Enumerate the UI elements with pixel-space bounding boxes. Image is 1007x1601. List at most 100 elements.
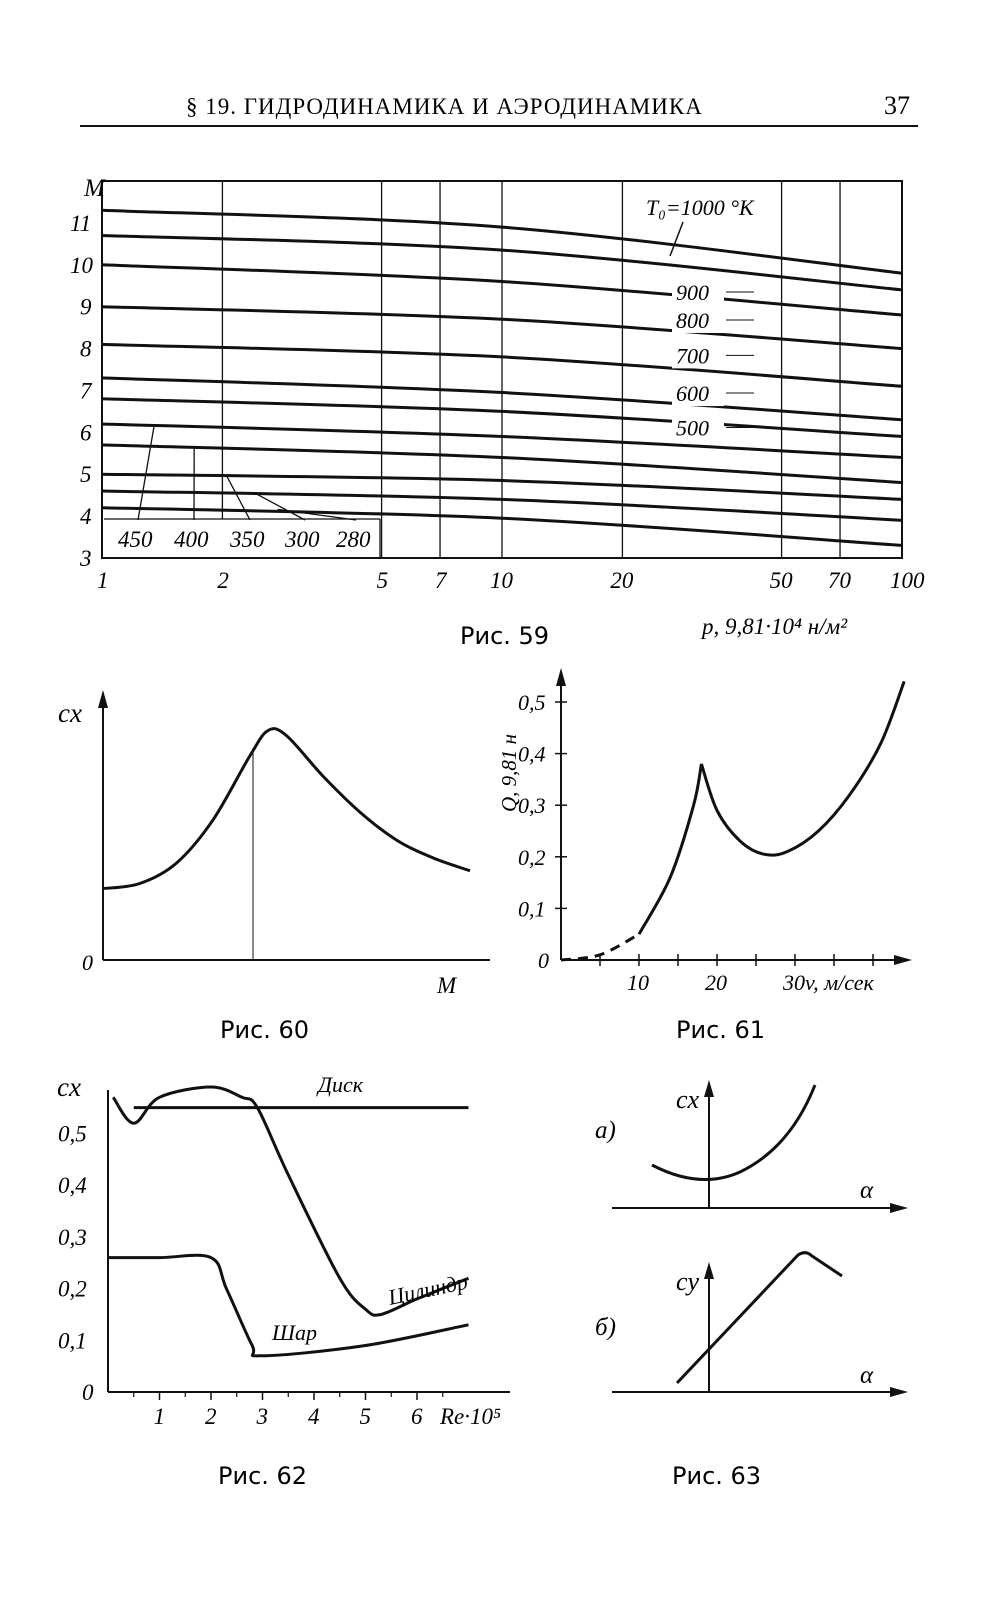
- fig59-y-tick-label: 11: [70, 211, 91, 236]
- fig59-series-line: [101, 443, 903, 485]
- fig63a-y-axis-label: cx: [676, 1085, 700, 1114]
- figure-63: а) cx α б) cy α Рис. 63: [595, 1080, 908, 1490]
- fig59-isotherm-label: 350: [229, 527, 265, 552]
- fig59-y-tick-label: 5: [80, 462, 92, 487]
- figure-60: cx 0 M Рис. 60: [58, 690, 490, 1044]
- fig61-y-tick-label: 0,4: [518, 742, 546, 767]
- figure-61: 10 20 30 0 0,1 0,2 0,3 0,4 0,5 Q, 9,81 н v, м/се…: [497, 668, 912, 1044]
- fig61-x-arrow: [894, 955, 912, 965]
- fig59-series-line: [101, 263, 903, 317]
- fig59-bottom-label-box: [104, 519, 380, 557]
- fig63-panel-b-label: б): [595, 1314, 616, 1341]
- fig59-x-tick-label: 1: [97, 568, 109, 593]
- fig62-disk-label: Диск: [316, 1072, 364, 1097]
- fig62-x-tick-label: 6: [411, 1404, 423, 1429]
- fig61-y-tick-label: 0,2: [518, 845, 546, 870]
- fig61-caption: Рис. 61: [676, 1016, 765, 1044]
- fig59-x-tick-label: 10: [490, 568, 514, 593]
- fig61-x-tick-label: 10: [627, 970, 649, 995]
- fig63-panel-a-label: а): [595, 1117, 616, 1144]
- fig63a-y-arrow: [704, 1080, 714, 1097]
- fig59-series-line: [101, 397, 903, 438]
- fig60-y-axis-label: cx: [58, 698, 82, 728]
- fig63a-x-axis-label: α: [860, 1177, 874, 1204]
- fig61-x-tick-label: 20: [705, 970, 727, 995]
- fig62-x-tick-label: 2: [205, 1404, 217, 1429]
- fig59-label-backdrop: [672, 414, 724, 441]
- fig62-y-axis-label: cx: [57, 1072, 81, 1102]
- fig59-series-line: [101, 234, 903, 292]
- fig63b-y-arrow: [704, 1262, 714, 1279]
- fig59-isotherm-label: 280: [336, 527, 371, 552]
- fig59-bottom-leader: [277, 508, 357, 521]
- fig59-series-line: [101, 472, 903, 501]
- fig61-y-arrow: [556, 668, 566, 686]
- fig59-x-axis-label: p, 9,81·10⁴ н/м²: [700, 614, 848, 639]
- fig59-isotherm-label: 800: [676, 308, 709, 333]
- fig61-y-tick-label: 0,3: [518, 793, 546, 818]
- fig60-y-arrow: [98, 690, 108, 708]
- fig59-isotherm-label: 500: [676, 416, 709, 441]
- fig62-y-tick-label: 0,4: [58, 1173, 87, 1198]
- fig59-series-line: [101, 506, 903, 547]
- fig63-caption: Рис. 63: [672, 1462, 761, 1490]
- page-number: 37: [884, 91, 910, 120]
- fig61-y-axis-label: Q, 9,81 н: [497, 734, 521, 812]
- fig59-bottom-leader: [137, 425, 155, 521]
- fig59-x-tick-label: 2: [217, 568, 229, 593]
- fig59-y-tick-label: 8: [80, 337, 92, 362]
- fig59-bottom-leader: [253, 492, 306, 521]
- fig62-x-tick-label: 3: [256, 1404, 269, 1429]
- fig61-x-axis-label: v, м/сек: [805, 970, 875, 995]
- fig62-x-tick-label: 4: [308, 1404, 320, 1429]
- fig62-caption: Рис. 62: [218, 1462, 307, 1490]
- figure-62: 1 2 3 4 5 6 0 0,1 0,2 0,3 0,4 0,5 cx Re·10⁵ Диск Ци…: [57, 1072, 510, 1490]
- fig61-curve: [637, 680, 906, 935]
- fig62-y-tick-label: 0,5: [58, 1122, 87, 1147]
- fig62-x-tick-label: 1: [154, 1404, 166, 1429]
- fig60-x-axis-label: M: [436, 973, 458, 998]
- fig59-y-tick-label: 7: [80, 378, 93, 403]
- fig59-isotherm-label: 400: [174, 527, 209, 552]
- fig62-y-tick-label: 0,1: [58, 1328, 87, 1353]
- fig59-x-tick-label: 7: [435, 568, 448, 593]
- fig59-isotherm-label: 900: [676, 280, 709, 305]
- fig59-temperature-label: T₀=1000 °K: [646, 195, 755, 220]
- fig59-series-line: [101, 376, 903, 422]
- fig59-y-axis-label: M: [83, 175, 106, 202]
- fig63b-x-arrow: [890, 1387, 908, 1397]
- fig63b-y-axis-label: cy: [676, 1267, 700, 1296]
- fig59-isotherm-label: 450: [118, 527, 153, 552]
- fig63a-curve: [651, 1084, 817, 1182]
- fig60-origin-label: 0: [82, 950, 93, 975]
- fig59-y-tick-label: 3: [79, 546, 92, 571]
- fig59-temperature-leader: [669, 221, 684, 257]
- fig59-isotherm-label: 300: [284, 527, 320, 552]
- fig62-sphere-curve: [108, 1253, 469, 1358]
- fig61-y-tick-label: 0,5: [518, 690, 546, 715]
- running-head: § 19. ГИДРОДИНАМИКА И АЭРОДИНАМИКА: [186, 94, 703, 119]
- fig59-x-tick-label: 70: [828, 568, 852, 593]
- fig62-cylinder-label: Цилиндр: [385, 1269, 470, 1310]
- fig62-y-tick-label: 0,3: [58, 1225, 87, 1250]
- fig59-x-tick-label: 20: [610, 568, 634, 593]
- fig61-y-tick-label: 0: [538, 948, 549, 973]
- fig63b-curve: [675, 1251, 843, 1385]
- fig62-y-tick-label: 0: [82, 1380, 94, 1405]
- fig59-series-line: [101, 342, 903, 388]
- fig62-x-tick-label: 5: [360, 1404, 372, 1429]
- fig63b-x-axis-label: α: [860, 1362, 874, 1389]
- fig62-x-axis-label: Re·10⁵: [439, 1404, 501, 1429]
- fig59-x-tick-label: 50: [770, 568, 794, 593]
- figure-59: 1 2 5 7 10 20 50 70 100 3 4 5 6 7 8 9 10 11 M T₀=1000 °K…: [70, 175, 925, 650]
- fig59-x-tick-label: 100: [890, 568, 925, 593]
- fig61-y-tick-label: 0,1: [518, 896, 546, 921]
- fig59-isotherm-label: 700: [676, 343, 709, 368]
- fig59-label-backdrop: [672, 380, 724, 407]
- fig59-y-tick-label: 4: [80, 504, 92, 529]
- fig59-caption: Рис. 59: [460, 622, 549, 650]
- fig59-series-line: [101, 422, 903, 459]
- fig59-y-tick-label: 9: [80, 295, 92, 320]
- fig59-x-tick-label: 5: [377, 568, 389, 593]
